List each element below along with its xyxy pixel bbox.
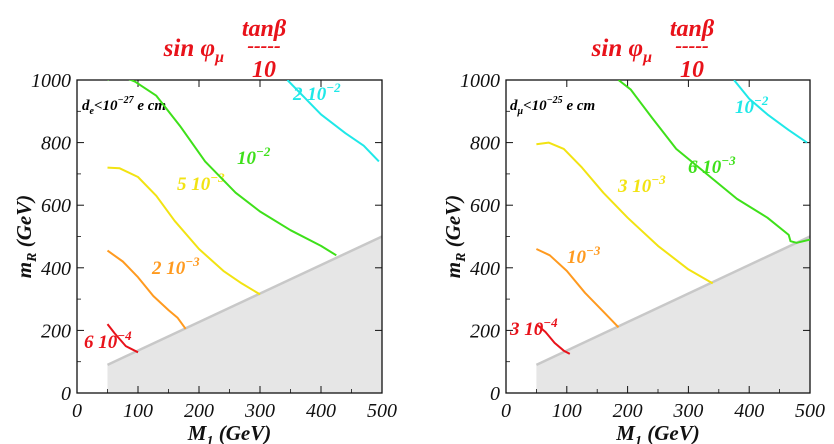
x-tick-label: 200: [184, 400, 214, 422]
x-tick-label: 100: [123, 400, 153, 422]
x-tick-label: 500: [795, 400, 825, 422]
x-tick-label: 200: [613, 400, 643, 422]
bound-annotation: de<10−27 e cm: [82, 95, 166, 117]
y-tick-label: 400: [470, 258, 500, 280]
y-tick-label: 600: [470, 195, 500, 217]
y-tick-label: 0: [61, 383, 71, 405]
contour-line: [617, 80, 810, 244]
y-tick-label: 1000: [31, 70, 71, 92]
panel-title: sin φμ tanβ-----10: [591, 16, 715, 83]
excluded-region-edge: [106, 235, 383, 366]
x-axis-label: M1 (GeV): [187, 421, 271, 444]
x-tick-label: 400: [306, 400, 336, 422]
contour-label: 6 10−4: [84, 328, 132, 353]
contour-line: [535, 323, 571, 355]
title-denominator: 10: [680, 57, 704, 83]
contour-label-base: 10−2: [735, 93, 769, 118]
bound-annotation: dμ<10−25 e cm: [510, 95, 595, 117]
y-tick-label: 1000: [460, 70, 500, 92]
y-tick-label: 200: [470, 320, 500, 342]
y-tick-label: 200: [41, 320, 71, 342]
y-axis-label: mR (GeV): [441, 195, 469, 278]
title-prefix: sin φμ: [591, 35, 652, 66]
contour-line: [536, 141, 714, 285]
y-tick-label: 800: [470, 133, 500, 155]
contour-label: 2 10−2: [292, 80, 341, 105]
y-axis-label: mR (GeV): [12, 195, 40, 278]
x-tick-label: 300: [672, 400, 703, 422]
contour-label: 3 10−3: [617, 172, 666, 197]
title-fraction-bar: -----: [247, 35, 280, 57]
title-prefix: sin φμ: [163, 35, 224, 66]
y-tick-label: 800: [41, 133, 71, 155]
contour-label: 10−3: [567, 243, 601, 268]
title-numerator: tanβ: [670, 16, 715, 42]
contour-line: [733, 80, 808, 144]
x-axis-label: M1 (GeV): [615, 421, 699, 444]
x-tick-label: 100: [552, 400, 582, 422]
x-tick-label: 0: [501, 400, 511, 422]
contour-line: [107, 166, 261, 296]
y-tick-label: 600: [41, 195, 71, 217]
contour-label: 5 10−3: [177, 170, 225, 195]
contour-label: 2 10−3: [151, 254, 200, 279]
y-tick-label: 400: [41, 258, 71, 280]
contour-label: 6 10−3: [688, 153, 736, 178]
contour-line: [107, 80, 337, 257]
title-denominator: 10: [252, 57, 276, 83]
contour-line: [535, 248, 620, 328]
panel-title: sin φμ tanβ-----10: [163, 16, 287, 83]
excluded-region: [536, 236, 810, 393]
title-fraction-bar: -----: [675, 35, 708, 57]
excluded-region-edge: [535, 235, 811, 366]
contour-line: [106, 323, 139, 354]
x-tick-label: 0: [72, 400, 82, 422]
excluded-region: [107, 236, 382, 393]
title-numerator: tanβ: [242, 16, 287, 42]
x-tick-label: 300: [244, 400, 275, 422]
contour-line: [106, 249, 187, 330]
y-tick-label: 0: [490, 383, 500, 405]
x-tick-label: 400: [734, 400, 764, 422]
x-tick-label: 500: [367, 400, 397, 422]
contour-label: 3 10−4: [509, 315, 558, 340]
contour-label: 10−2: [237, 144, 271, 169]
contour-line: [286, 80, 380, 163]
